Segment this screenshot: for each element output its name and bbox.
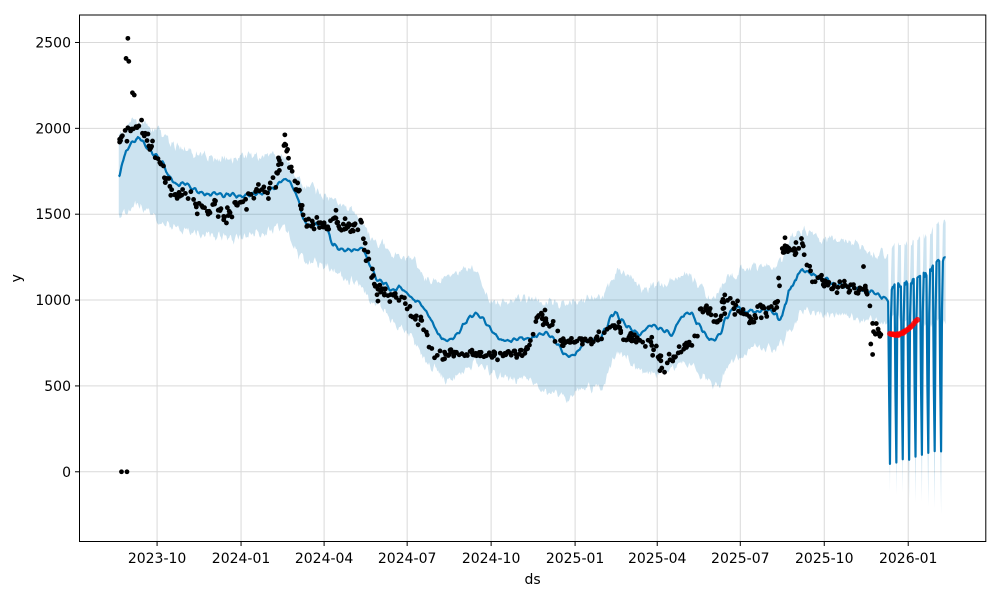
svg-text:2025-01: 2025-01	[546, 551, 605, 567]
svg-text:2025-10: 2025-10	[795, 551, 854, 567]
svg-text:2024-10: 2024-10	[462, 551, 521, 567]
uncertainty-band	[118, 117, 946, 515]
svg-text:0: 0	[62, 465, 71, 481]
y-tick-labels: 0 500 1000 1500 2000 2500	[35, 35, 71, 480]
axes-spines	[79, 14, 987, 542]
history-points	[117, 35, 884, 475]
svg-text:1000: 1000	[35, 293, 71, 309]
future-actual-points	[887, 316, 921, 339]
svg-text:2024-01: 2024-01	[212, 551, 271, 567]
svg-text:2025-04: 2025-04	[628, 551, 687, 567]
y-axis-label: y	[9, 274, 25, 282]
tick-marks	[75, 41, 909, 546]
forecast-line	[117, 135, 946, 465]
svg-text:500: 500	[44, 379, 71, 395]
svg-text:2500: 2500	[35, 35, 71, 51]
svg-text:2024-04: 2024-04	[295, 551, 354, 567]
gridlines	[79, 15, 986, 542]
x-axis-label: ds	[525, 572, 541, 588]
svg-text:2000: 2000	[35, 121, 71, 137]
svg-text:2025-07: 2025-07	[711, 551, 770, 567]
svg-text:2024-07: 2024-07	[378, 551, 437, 567]
x-tick-labels: 2023-10 2024-01 2024-04 2024-07 2024-10 2025-…	[128, 551, 938, 567]
svg-text:2023-10: 2023-10	[128, 551, 187, 567]
svg-text:1500: 1500	[35, 207, 71, 223]
plot-area	[117, 35, 946, 515]
svg-text:2026-01: 2026-01	[879, 551, 938, 567]
